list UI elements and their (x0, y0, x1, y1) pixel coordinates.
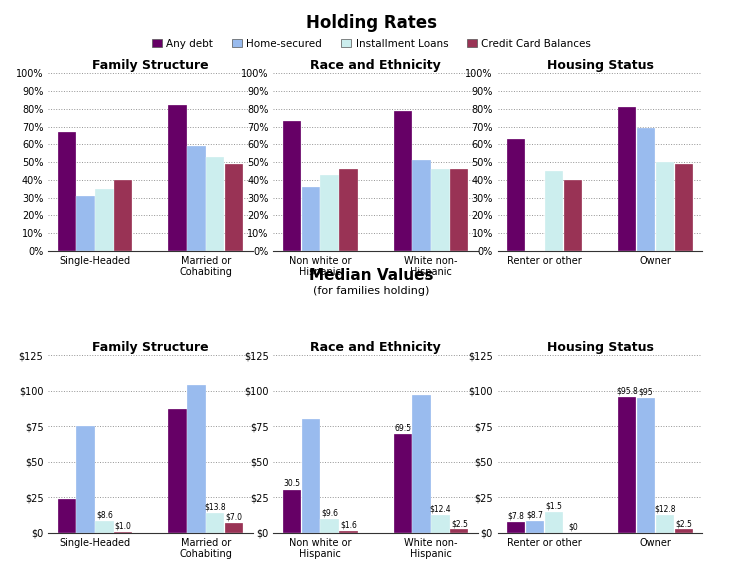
Bar (656, 515, 674, 533)
Bar (169, 105, 186, 251)
Text: $0: $0 (568, 523, 577, 531)
Text: $12.8: $12.8 (654, 504, 675, 513)
Bar (507, 139, 525, 251)
Title: Family Structure: Family Structure (92, 59, 209, 72)
Text: $2.5: $2.5 (675, 519, 692, 528)
Bar (58, 132, 76, 251)
Bar (545, 171, 563, 251)
Text: $13.8: $13.8 (204, 503, 226, 512)
Bar (656, 162, 674, 251)
Bar (225, 523, 244, 533)
Bar (77, 196, 94, 251)
Text: $8.7: $8.7 (527, 510, 544, 519)
Bar (618, 107, 636, 251)
Text: 30.5: 30.5 (283, 479, 300, 488)
Text: $1.5: $1.5 (545, 501, 562, 510)
Text: $7.8: $7.8 (507, 512, 525, 521)
Title: Race and Ethnicity: Race and Ethnicity (311, 341, 441, 354)
Bar (77, 426, 94, 533)
Bar (340, 531, 357, 533)
Bar (114, 531, 132, 533)
Bar (225, 164, 244, 251)
Text: 69.5: 69.5 (395, 424, 412, 433)
Text: Median Values: Median Values (309, 268, 434, 283)
Bar (450, 530, 469, 533)
Bar (675, 164, 692, 251)
Bar (637, 129, 655, 251)
Bar (450, 169, 469, 251)
Bar (207, 513, 224, 533)
Bar (394, 111, 412, 251)
Bar (432, 515, 450, 533)
Bar (564, 180, 582, 251)
Bar (282, 490, 301, 533)
Text: $12.4: $12.4 (429, 505, 451, 514)
Text: $1.0: $1.0 (115, 521, 132, 530)
Bar (95, 521, 114, 533)
Title: Family Structure: Family Structure (92, 341, 209, 354)
Bar (526, 521, 544, 533)
Bar (114, 180, 132, 251)
Bar (340, 169, 357, 251)
Bar (507, 522, 525, 533)
Bar (675, 530, 692, 533)
Bar (637, 398, 655, 533)
Bar (187, 385, 206, 533)
Bar (432, 169, 450, 251)
Text: $7.0: $7.0 (226, 513, 243, 522)
Text: $2.5: $2.5 (451, 519, 468, 528)
Legend: Any debt, Home-secured, Installment Loans, Credit Card Balances: Any debt, Home-secured, Installment Loan… (147, 34, 596, 53)
Text: (for families holding): (for families holding) (314, 286, 429, 296)
Bar (58, 499, 76, 533)
Bar (320, 519, 339, 533)
Bar (394, 434, 412, 533)
Bar (412, 160, 431, 251)
Title: Race and Ethnicity: Race and Ethnicity (311, 59, 441, 72)
Text: $8.6: $8.6 (96, 510, 113, 519)
Bar (320, 175, 339, 251)
Text: $95: $95 (639, 387, 653, 396)
Bar (545, 512, 563, 533)
Text: $9.6: $9.6 (321, 509, 338, 518)
Bar (412, 395, 431, 533)
Title: Housing Status: Housing Status (547, 341, 653, 354)
Text: $1.6: $1.6 (340, 520, 357, 529)
Bar (618, 397, 636, 533)
Text: $95.8: $95.8 (616, 386, 638, 395)
Bar (302, 419, 319, 533)
Bar (95, 189, 114, 251)
Bar (207, 157, 224, 251)
Bar (282, 121, 301, 251)
Bar (187, 146, 206, 251)
Text: Holding Rates: Holding Rates (306, 14, 437, 32)
Bar (302, 187, 319, 251)
Title: Housing Status: Housing Status (547, 59, 653, 72)
Bar (169, 409, 186, 533)
